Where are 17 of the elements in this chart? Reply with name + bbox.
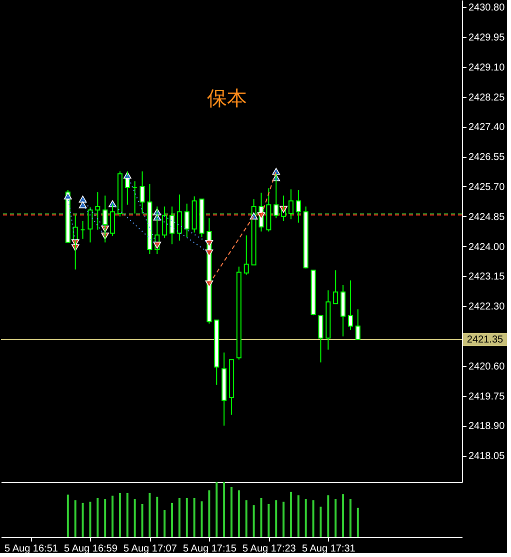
y-tick-label: 2419.75	[468, 391, 506, 402]
y-tick-label: 2429.95	[468, 32, 506, 44]
y-tick-label: 2420.60	[468, 361, 506, 372]
annotation: 保本	[206, 88, 247, 110]
y-tick-label: 2418.90	[468, 421, 506, 432]
y-tick-label: 2424.85	[468, 212, 506, 223]
y-tick-label: 2422.30	[468, 302, 506, 313]
y-tick-label: 2430.80	[468, 2, 506, 14]
y-tick-label: 2425.70	[468, 182, 506, 193]
ref-line-label: 2421.35	[466, 334, 504, 346]
y-tick-label: 2427.40	[468, 122, 506, 134]
y-tick-label: 2426.55	[468, 152, 506, 164]
y-tick-label: 2428.25	[468, 92, 506, 104]
y-tick-label: 2429.10	[468, 62, 506, 74]
y-tick-label: 2423.15	[468, 272, 506, 283]
y-tick-label: 2424.00	[468, 242, 506, 253]
y-tick-label: 2418.05	[468, 451, 506, 462]
